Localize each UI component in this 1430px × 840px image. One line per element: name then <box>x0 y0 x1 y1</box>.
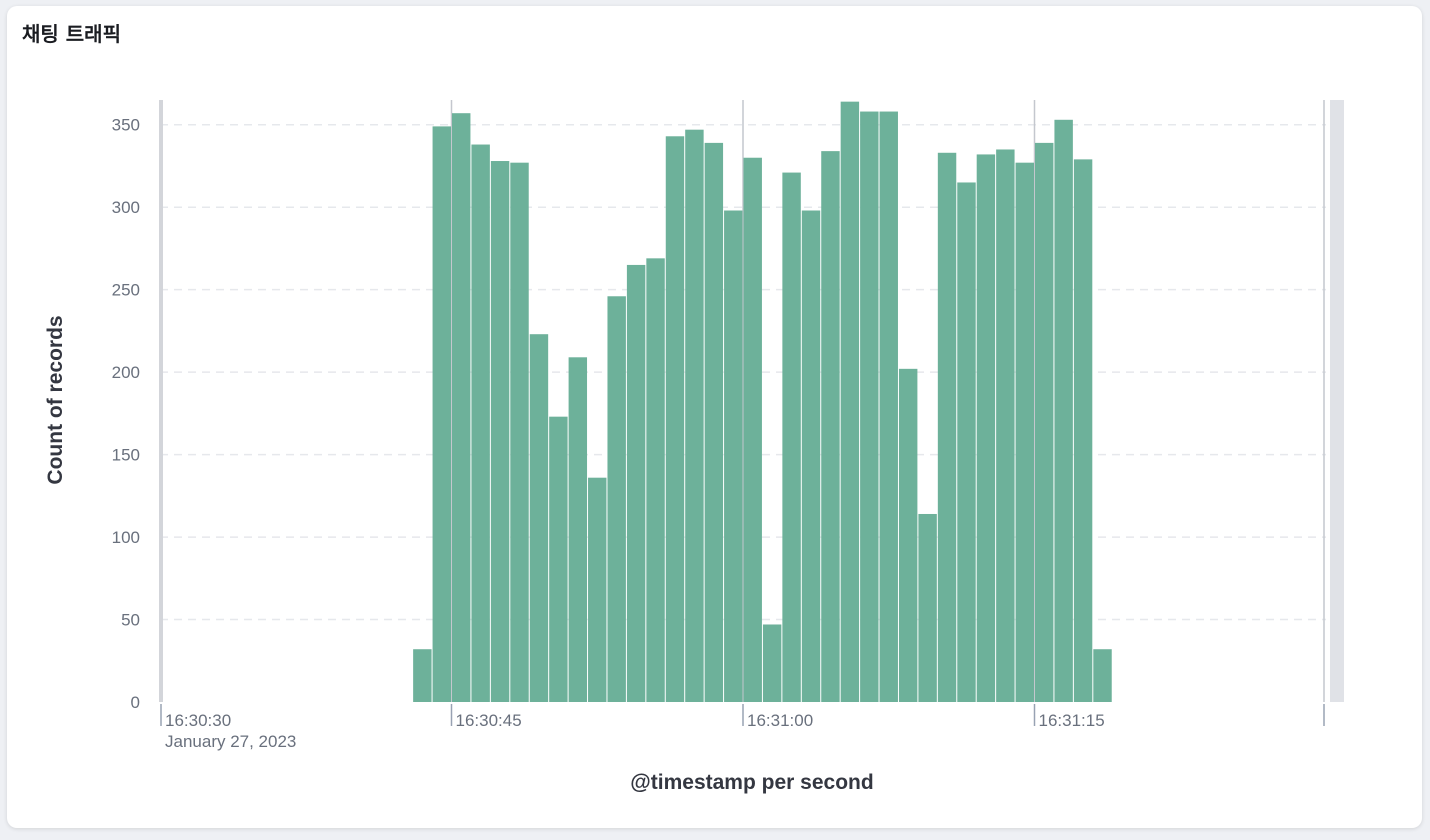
bar[interactable] <box>510 162 529 703</box>
bar[interactable] <box>1073 159 1093 702</box>
bar[interactable] <box>782 172 801 702</box>
y-tick-label: 300 <box>112 198 140 217</box>
y-tick-label: 150 <box>112 446 140 465</box>
bar[interactable] <box>860 111 879 702</box>
bar[interactable] <box>996 149 1015 703</box>
bar[interactable] <box>1093 649 1112 702</box>
bar[interactable] <box>821 151 840 702</box>
bar[interactable] <box>413 649 432 702</box>
grid-lines <box>160 100 1326 702</box>
bar[interactable] <box>879 111 898 702</box>
x-tick-label: 16:30:45 <box>456 711 522 730</box>
x-tick-label: 16:31:15 <box>1039 711 1105 730</box>
bar[interactable] <box>490 161 510 702</box>
x-date-label: January 27, 2023 <box>165 732 296 751</box>
bar[interactable] <box>568 357 588 702</box>
bar[interactable] <box>743 157 762 703</box>
bar[interactable] <box>1035 142 1054 702</box>
panel-title: 채팅 트래픽 <box>22 22 121 46</box>
bar[interactable] <box>724 210 743 703</box>
x-axis-title: @timestamp per second <box>630 771 873 794</box>
bar[interactable] <box>762 624 782 702</box>
bar[interactable] <box>665 136 685 703</box>
bar[interactable] <box>646 258 665 702</box>
y-tick-label: 0 <box>131 693 140 712</box>
bar[interactable] <box>549 416 568 702</box>
bar[interactable] <box>588 477 607 702</box>
y-tick-label: 50 <box>121 611 140 630</box>
bar[interactable] <box>452 113 471 702</box>
bar[interactable] <box>685 129 704 702</box>
bar[interactable] <box>801 210 821 703</box>
y-tick-label: 350 <box>112 116 140 135</box>
bar[interactable] <box>1054 119 1073 703</box>
y-tick-label: 250 <box>112 281 140 300</box>
bar[interactable] <box>471 144 490 703</box>
bar[interactable] <box>1015 162 1034 703</box>
bar[interactable] <box>898 368 918 702</box>
bar[interactable] <box>918 513 937 702</box>
bar[interactable] <box>626 264 646 702</box>
bar-series[interactable] <box>413 101 1112 703</box>
bar[interactable] <box>976 154 996 703</box>
bar[interactable] <box>607 296 626 702</box>
x-tick-label: 16:30:30 <box>165 711 231 730</box>
bar[interactable] <box>529 334 549 702</box>
y-tick-label: 100 <box>112 528 140 547</box>
bar[interactable] <box>957 182 976 702</box>
bar[interactable] <box>840 101 860 703</box>
axes: 0 50 100 150 200 250 300 350 16:30:30 16:30:45 16:… <box>112 100 1344 751</box>
range-end-shade <box>1330 100 1344 702</box>
x-tick-label: 16:31:00 <box>747 711 813 730</box>
bar[interactable] <box>937 152 957 702</box>
y-axis-title: Count of records <box>44 315 67 484</box>
y-tick-label: 200 <box>112 363 140 382</box>
bar[interactable] <box>432 126 451 702</box>
bar[interactable] <box>704 142 724 702</box>
